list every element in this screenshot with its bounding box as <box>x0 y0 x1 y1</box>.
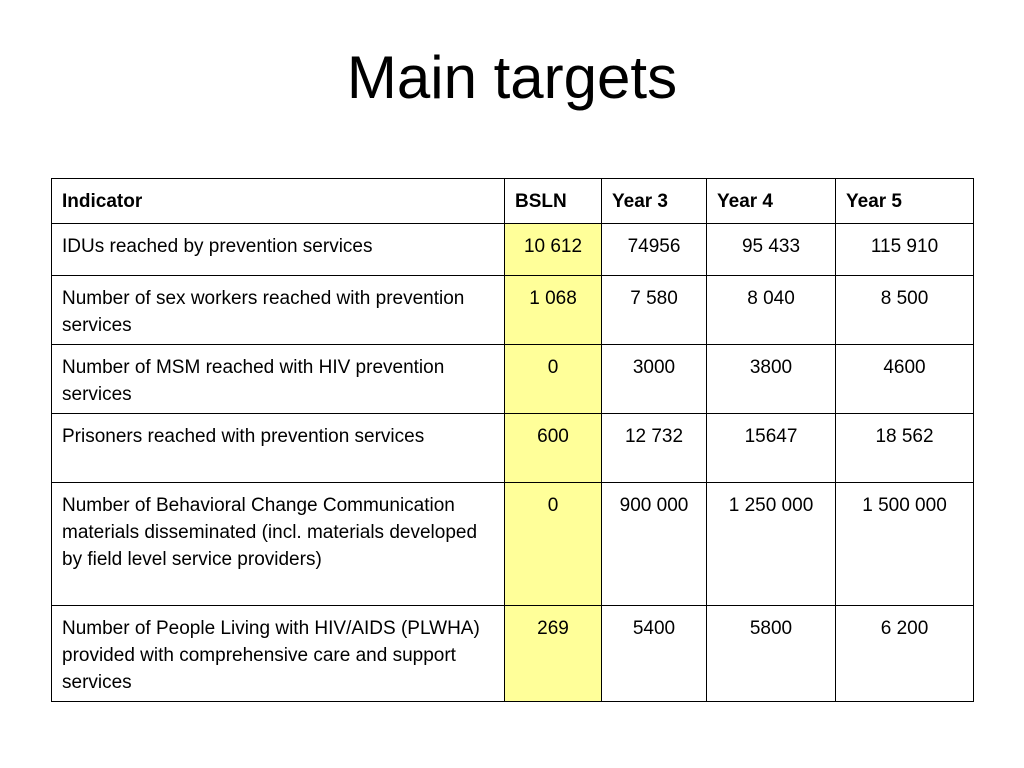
header-indicator: Indicator <box>51 178 505 224</box>
table-row: Prisoners reached with prevention servic… <box>51 413 974 483</box>
year-4-cell: 5800 <box>706 605 836 702</box>
year-4-cell: 15647 <box>706 413 836 483</box>
year-3-cell: 5400 <box>601 605 707 702</box>
year-3-cell: 3000 <box>601 344 707 414</box>
year-4-cell: 8 040 <box>706 275 836 345</box>
bsln-cell: 10 612 <box>504 223 602 276</box>
indicator-cell: Prisoners reached with prevention servic… <box>51 413 505 483</box>
header-bsln: BSLN <box>504 178 602 224</box>
year-4-cell: 3800 <box>706 344 836 414</box>
indicator-cell: Number of MSM reached with HIV preventio… <box>51 344 505 414</box>
table-row: Number of Behavioral Change Communicatio… <box>51 482 974 606</box>
year-5-cell: 115 910 <box>835 223 974 276</box>
bsln-cell: 0 <box>504 482 602 606</box>
header-year-4: Year 4 <box>706 178 836 224</box>
year-5-cell: 4600 <box>835 344 974 414</box>
bsln-cell: 600 <box>504 413 602 483</box>
year-3-cell: 900 000 <box>601 482 707 606</box>
year-3-cell: 74956 <box>601 223 707 276</box>
year-3-cell: 7 580 <box>601 275 707 345</box>
bsln-cell: 0 <box>504 344 602 414</box>
bsln-cell: 1 068 <box>504 275 602 345</box>
header-year-5: Year 5 <box>835 178 974 224</box>
table-header-row: Indicator BSLN Year 3 Year 4 Year 5 <box>51 178 974 224</box>
slide-title: Main targets <box>346 44 678 111</box>
targets-table: Indicator BSLN Year 3 Year 4 Year 5 IDUs… <box>51 178 974 702</box>
year-4-cell: 95 433 <box>706 223 836 276</box>
year-3-cell: 12 732 <box>601 413 707 483</box>
table-row: Number of People Living with HIV/AIDS (P… <box>51 605 974 702</box>
indicator-cell: Number of Behavioral Change Communicatio… <box>51 482 505 606</box>
year-5-cell: 8 500 <box>835 275 974 345</box>
indicator-cell: Number of People Living with HIV/AIDS (P… <box>51 605 505 702</box>
year-5-cell: 1 500 000 <box>835 482 974 606</box>
table-row: IDUs reached by prevention services 10 6… <box>51 223 974 276</box>
indicator-cell: IDUs reached by prevention services <box>51 223 505 276</box>
year-5-cell: 18 562 <box>835 413 974 483</box>
year-4-cell: 1 250 000 <box>706 482 836 606</box>
bsln-cell: 269 <box>504 605 602 702</box>
header-year-3: Year 3 <box>601 178 707 224</box>
table-row: Number of MSM reached with HIV preventio… <box>51 344 974 414</box>
year-5-cell: 6 200 <box>835 605 974 702</box>
table-row: Number of sex workers reached with preve… <box>51 275 974 345</box>
indicator-cell: Number of sex workers reached with preve… <box>51 275 505 345</box>
